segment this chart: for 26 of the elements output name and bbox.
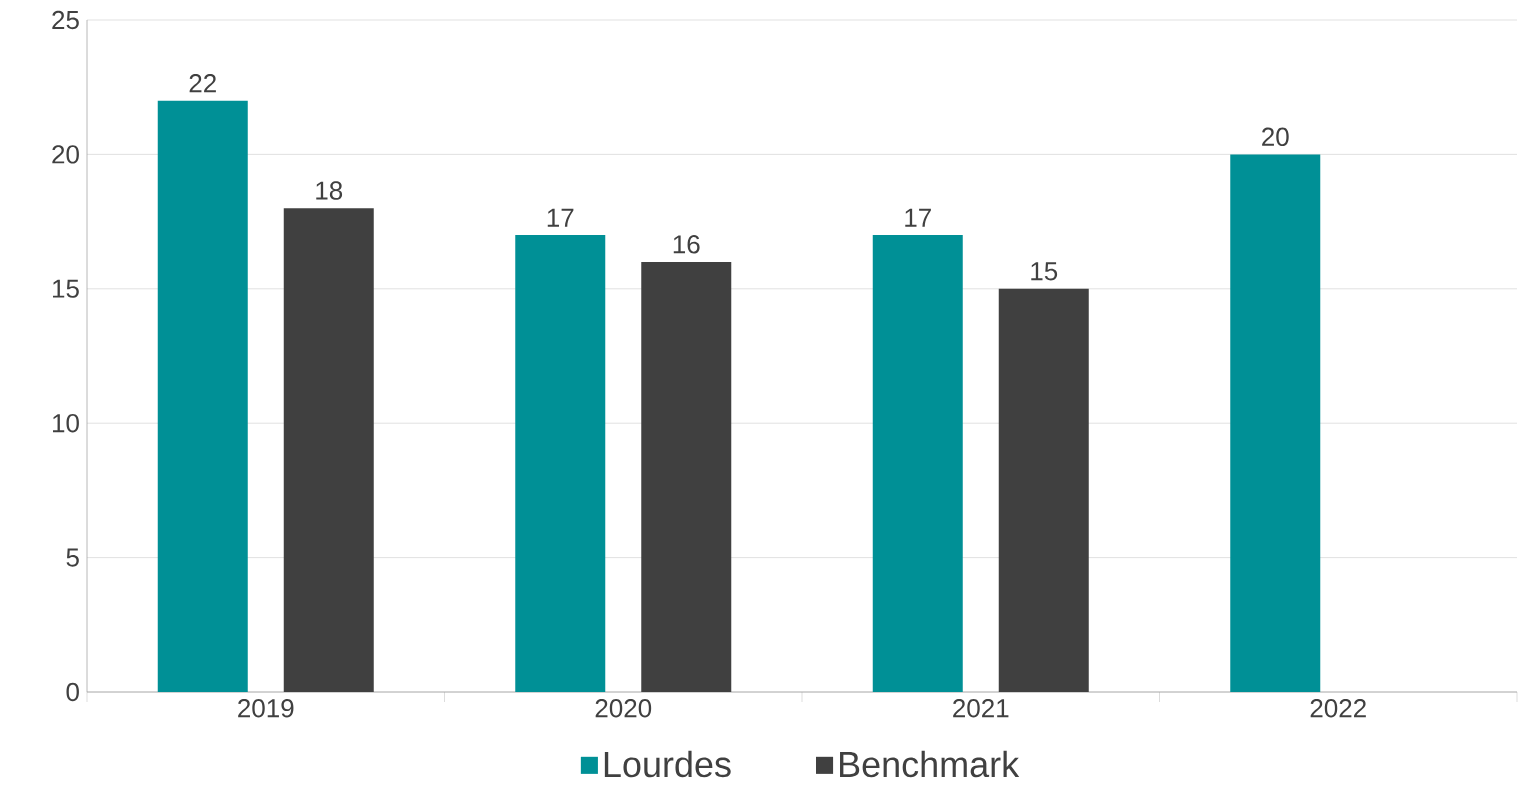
y-tick-label: 20 xyxy=(52,145,79,164)
data-label: 22 xyxy=(189,74,216,93)
y-tick-label: 25 xyxy=(52,10,79,30)
y-tick-label: 15 xyxy=(53,279,79,298)
x-tick-label: 2021 xyxy=(953,699,1009,718)
x-tick-label: 2022 xyxy=(1310,699,1366,718)
bar xyxy=(641,261,732,692)
y-tick-label: 0 xyxy=(66,682,79,702)
bar xyxy=(998,288,1089,692)
data-label: 17 xyxy=(547,208,574,227)
bar xyxy=(157,100,248,692)
x-tick-label: 2020 xyxy=(595,699,652,718)
bar xyxy=(283,208,374,692)
bar xyxy=(872,235,963,692)
data-label: 20 xyxy=(1262,127,1289,146)
data-label: 15 xyxy=(1031,262,1058,281)
legend-label: Lourdes xyxy=(604,750,731,778)
data-label: 18 xyxy=(316,181,343,200)
y-tick-label: 10 xyxy=(53,413,79,433)
data-label: 17 xyxy=(905,208,931,227)
x-tick-label: 2019 xyxy=(238,699,294,718)
y-tick-label: 5 xyxy=(66,548,79,567)
bar xyxy=(515,235,606,692)
bar xyxy=(1230,154,1321,692)
legend-label: Benchmark xyxy=(840,750,1020,778)
data-label: 16 xyxy=(673,235,700,254)
